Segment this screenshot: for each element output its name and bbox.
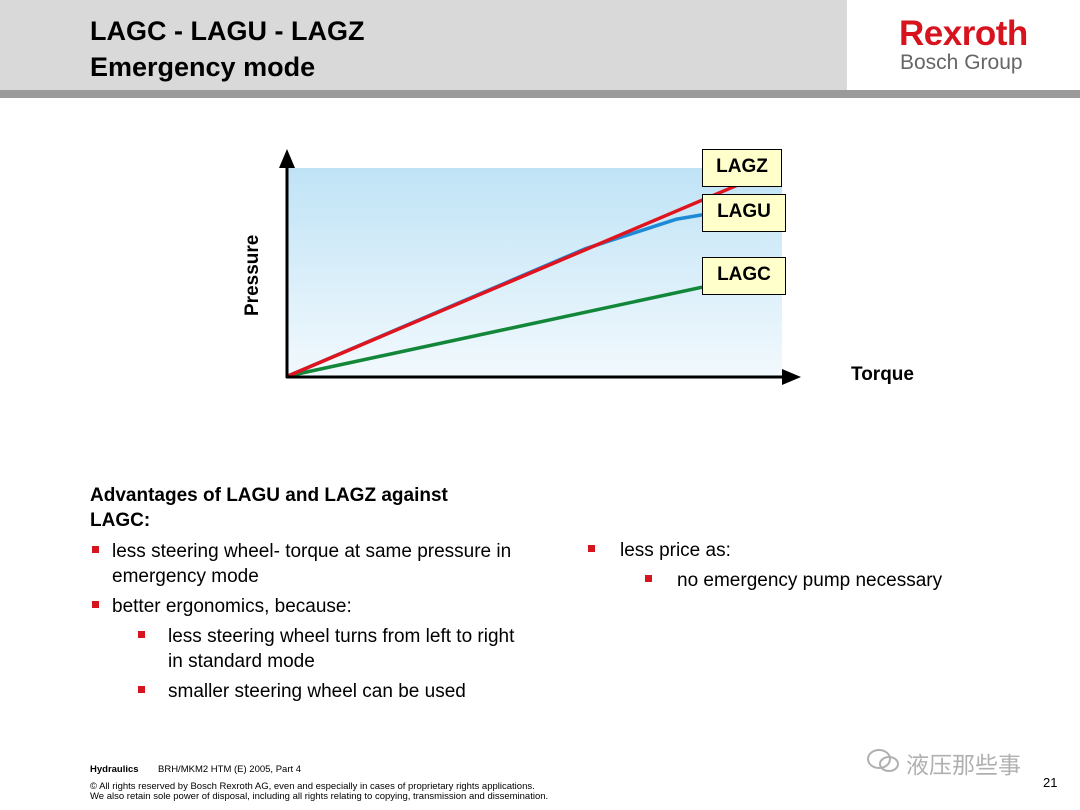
page-number: 21 bbox=[1043, 775, 1058, 790]
bullet-icon bbox=[588, 545, 595, 552]
footer-copyright-2: We also retain sole power of disposal, i… bbox=[90, 791, 549, 802]
advantage-subitem-3: no emergency pump necessary bbox=[677, 570, 943, 591]
footer-doc-ref: BRH/MKM2 HTM (E) 2005, Part 4 bbox=[158, 764, 302, 775]
title-line-1: LAGC - LAGU - LAGZ bbox=[90, 16, 365, 46]
legend-lagc: LAGC bbox=[702, 257, 786, 295]
title-line-2: Emergency mode bbox=[90, 52, 316, 82]
pressure-torque-chart bbox=[230, 140, 950, 400]
bosch-group-logo: Bosch Group bbox=[900, 51, 1023, 74]
advantages-heading: Advantages of LAGU and LAGZ against LAGC… bbox=[90, 483, 560, 533]
watermark-text: 液压那些事 bbox=[906, 751, 1021, 778]
x-axis-arrow bbox=[782, 369, 801, 385]
header-bar bbox=[0, 0, 847, 90]
footer-dept: Hydraulics bbox=[90, 764, 139, 775]
y-axis-arrow bbox=[279, 149, 295, 168]
slide-title: LAGC - LAGU - LAGZ Emergency mode bbox=[90, 13, 364, 85]
advantage-item-1: less steering wheel- torque at same pres… bbox=[112, 541, 512, 587]
series-line-lagc bbox=[287, 274, 753, 378]
rexroth-logo: Rexroth bbox=[899, 14, 1028, 53]
bullet-icon bbox=[92, 546, 99, 553]
wechat-icon bbox=[866, 748, 900, 781]
advantage-subitem-1: less steering wheel turns from left to r… bbox=[168, 626, 515, 672]
footer-copyright-1: © All rights reserved by Bosch Rexroth A… bbox=[90, 781, 535, 792]
logo-area bbox=[847, 0, 1080, 90]
x-axis-label: Torque bbox=[851, 364, 914, 385]
bullet-icon bbox=[92, 601, 99, 608]
advantage-subitem-2: smaller steering wheel can be used bbox=[168, 681, 466, 702]
bullet-icon bbox=[138, 686, 145, 693]
header-rule bbox=[0, 90, 1080, 98]
advantage-item-2: better ergonomics, because: bbox=[112, 596, 352, 617]
slide-header: LAGC - LAGU - LAGZ Emergency mode Rexrot… bbox=[0, 0, 1080, 98]
advantage-item-3: less price as: bbox=[620, 540, 731, 561]
watermark: 液压那些事 bbox=[866, 748, 1021, 781]
bullet-icon bbox=[138, 631, 145, 638]
y-axis-label: Pressure bbox=[242, 234, 263, 316]
legend-lagz: LAGZ bbox=[702, 149, 782, 187]
series-line-lagz bbox=[287, 177, 754, 378]
bullet-icon bbox=[645, 575, 652, 582]
chart-svg bbox=[279, 149, 801, 385]
advantages-heading-text: Advantages of LAGU and LAGZ against LAGC… bbox=[90, 485, 448, 531]
legend-lagu: LAGU bbox=[702, 194, 786, 232]
